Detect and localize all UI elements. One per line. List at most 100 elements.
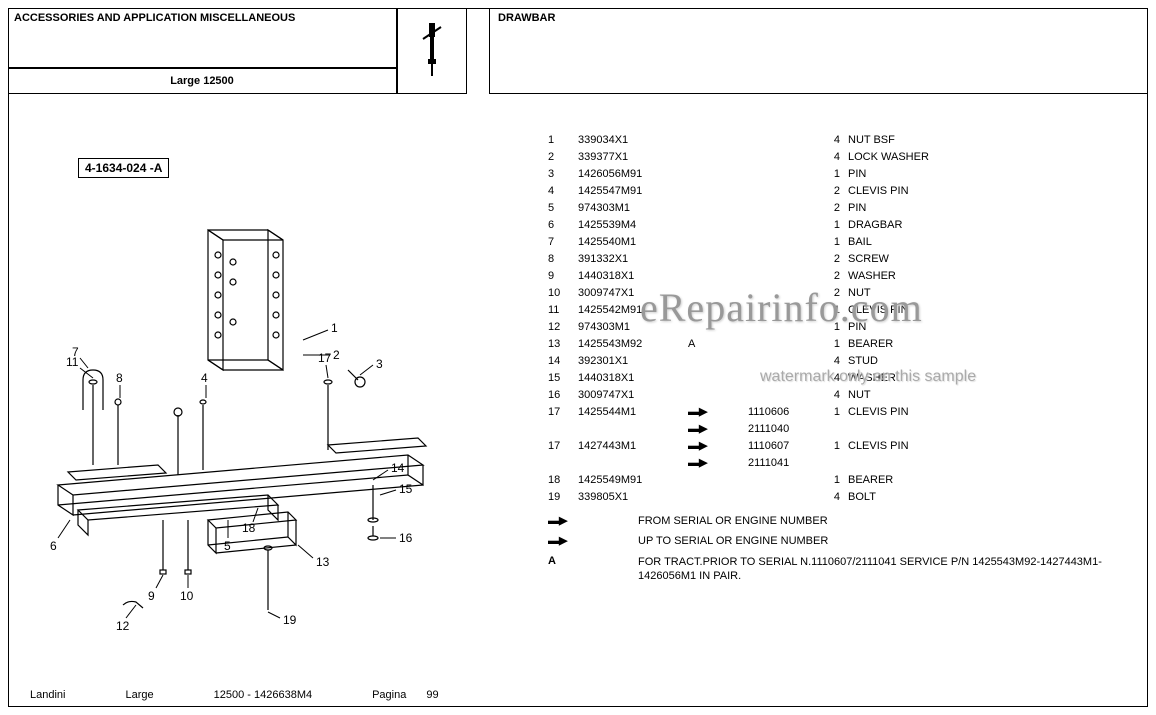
part-num: 339805X1 (578, 489, 688, 506)
drawbar-icon (419, 21, 445, 81)
parts-row: 181425549M911BEARER (548, 472, 1148, 489)
description: WASHER (848, 370, 1148, 387)
qty: 4 (818, 353, 848, 370)
svg-text:4: 4 (201, 371, 208, 385)
description: DRAGBAR (848, 217, 1148, 234)
qty: 1 (818, 217, 848, 234)
qty: 4 (818, 132, 848, 149)
description: NUT (848, 285, 1148, 302)
part-num: 1426056M91 (578, 166, 688, 183)
svg-text:11: 11 (66, 355, 79, 369)
description: CLEVIS PIN (848, 183, 1148, 200)
description: SCREW (848, 251, 1148, 268)
ref-num: 11 (548, 302, 578, 319)
part-note: ▬▶ (688, 404, 748, 421)
exploded-diagram: 1 2 3 4 5 6 7 8 9 10 11 12 13 14 15 16 1… (28, 210, 468, 640)
svg-text:8: 8 (116, 371, 123, 385)
ref-num: 17 (548, 404, 578, 421)
footer: Landini Large 12500 - 1426638M4 Pagina 9… (30, 689, 1126, 701)
footer-brand: Landini (30, 689, 65, 701)
svg-text:5: 5 (224, 539, 231, 553)
parts-row: 41425547M912CLEVIS PIN (548, 183, 1148, 200)
part-num: 1440318X1 (578, 370, 688, 387)
svg-text:12: 12 (116, 619, 130, 633)
parts-row: 71425540M11BAIL (548, 234, 1148, 251)
serial-num: 1110607 (748, 438, 818, 455)
part-num: 339377X1 (578, 149, 688, 166)
footer-model: 12500 - 1426638M4 (214, 689, 312, 701)
parts-row: 171425544M1▬▶11106061CLEVIS PIN (548, 404, 1148, 421)
ref-num: 2 (548, 149, 578, 166)
ref-num: 10 (548, 285, 578, 302)
parts-list: 1339034X14NUT BSF2339377X14LOCK WASHER31… (488, 100, 1148, 675)
part-num: 391332X1 (578, 251, 688, 268)
qty: 2 (818, 183, 848, 200)
ref-num: 16 (548, 387, 578, 404)
ref-num: 13 (548, 336, 578, 353)
svg-text:14: 14 (391, 461, 405, 475)
part-num: 339034X1 (578, 132, 688, 149)
description: WASHER (848, 268, 1148, 285)
parts-row: 1339034X14NUT BSF (548, 132, 1148, 149)
part-num: 392301X1 (578, 353, 688, 370)
part-note: ▬▶ (688, 421, 748, 438)
parts-row: 12974303M1 1PIN (548, 319, 1148, 336)
part-note: A (688, 336, 748, 353)
diagram-code: 4-1634-024 -A (78, 158, 169, 178)
part-num: 1425539M4 (578, 217, 688, 234)
part-num: 1425540M1 (578, 234, 688, 251)
legend-text: FOR TRACT.PRIOR TO SERIAL N.1110607/2111… (638, 555, 1148, 584)
ref-num: 15 (548, 370, 578, 387)
legend-symbol: A (548, 555, 638, 584)
parts-row: 19339805X14BOLT (548, 489, 1148, 506)
qty: 4 (818, 149, 848, 166)
assembly-title: DRAWBAR (489, 8, 1148, 94)
footer-series: Large (125, 689, 153, 701)
parts-row: 151440318X1 4WASHER (548, 370, 1148, 387)
qty: 1 (818, 336, 848, 353)
description: BOLT (848, 489, 1148, 506)
qty: 1 (818, 302, 848, 319)
content: 4-1634-024 -A (8, 100, 1148, 675)
ref-num: 8 (548, 251, 578, 268)
qty: 4 (818, 370, 848, 387)
svg-text:6: 6 (50, 539, 57, 553)
description: BEARER (848, 472, 1148, 489)
header-left: ACCESSORIES AND APPLICATION MISCELLANEOU… (8, 8, 397, 94)
ref-num: 6 (548, 217, 578, 234)
ref-num: 7 (548, 234, 578, 251)
ref-num: 14 (548, 353, 578, 370)
description: CLEVIS PIN (848, 438, 1148, 455)
parts-row: 131425543M92A1BEARER (548, 336, 1148, 353)
qty: 1 (818, 404, 848, 421)
qty: 1 (818, 166, 848, 183)
part-num: 974303M1 (578, 200, 688, 217)
part-num: 974303M1 (578, 319, 688, 336)
footer-page-label: Pagina (372, 689, 406, 701)
part-num: 1425544M1 (578, 404, 688, 421)
ref-num: 12 (548, 319, 578, 336)
qty: 2 (818, 251, 848, 268)
section-title: ACCESSORIES AND APPLICATION MISCELLANEOU… (8, 8, 397, 68)
part-num: 1440318X1 (578, 268, 688, 285)
ref-num: 3 (548, 166, 578, 183)
serial-num: 2111041 (748, 455, 818, 472)
svg-text:18: 18 (242, 521, 256, 535)
legend-symbol: ▬▶ (548, 534, 638, 548)
description: NUT (848, 387, 1148, 404)
legend-row: AFOR TRACT.PRIOR TO SERIAL N.1110607/211… (548, 555, 1148, 584)
description: CLEVIS PIN (848, 302, 1148, 319)
qty: 4 (818, 387, 848, 404)
parts-row: 2339377X14LOCK WASHER (548, 149, 1148, 166)
qty: 1 (818, 319, 848, 336)
legend-symbol: ▬▶ (548, 514, 638, 528)
description: PIN (848, 319, 1148, 336)
parts-row: 171427443M1▬▶11106071CLEVIS PIN (548, 438, 1148, 455)
svg-text:1: 1 (331, 321, 338, 335)
description: NUT BSF (848, 132, 1148, 149)
legend-text: UP TO SERIAL OR ENGINE NUMBER (638, 534, 1148, 548)
legend-notes: ▬▶FROM SERIAL OR ENGINE NUMBER▬▶UP TO SE… (548, 514, 1148, 583)
description: PIN (848, 166, 1148, 183)
part-note: ▬▶ (688, 438, 748, 455)
parts-row: 5974303M12PIN (548, 200, 1148, 217)
